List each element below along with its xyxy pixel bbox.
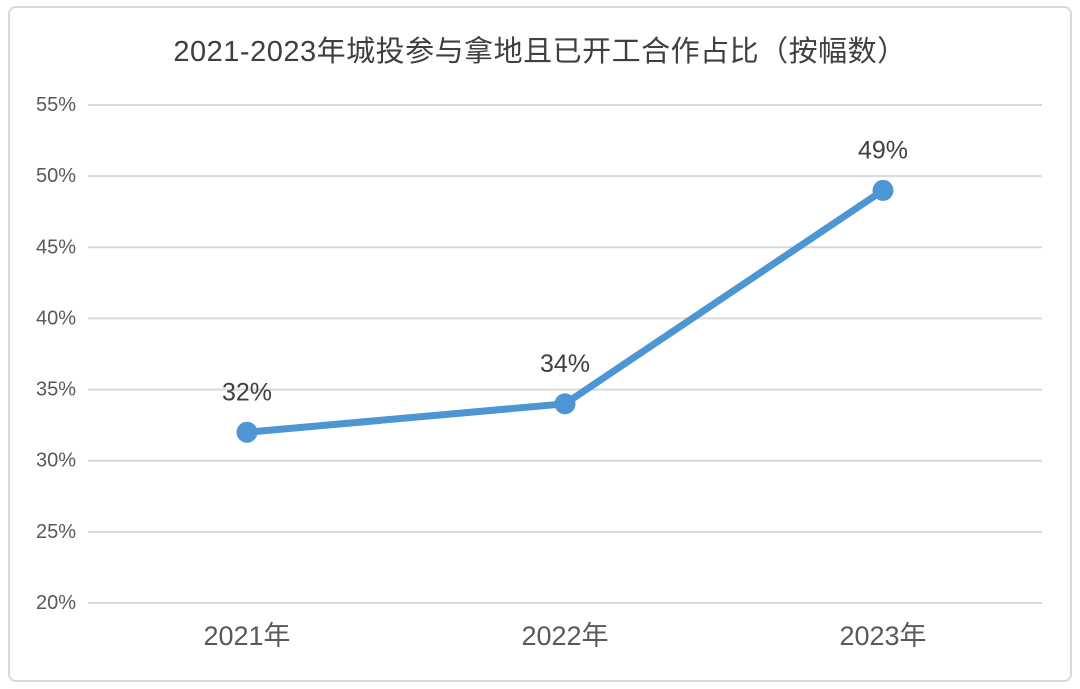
x-axis-tick-label: 2023年 xyxy=(839,621,926,651)
data-point-marker xyxy=(872,179,894,201)
data-point-label: 32% xyxy=(222,378,272,406)
data-point-label: 34% xyxy=(540,350,590,378)
x-axis-tick-label: 2021年 xyxy=(203,621,290,651)
chart-card xyxy=(8,6,1072,682)
chart-title: 2021-2023年城投参与拿地且已开工合作占比（按幅数） xyxy=(173,36,907,68)
y-axis-tick-label: 55% xyxy=(36,94,76,116)
data-point-label: 49% xyxy=(858,136,908,164)
y-axis-tick-label: 20% xyxy=(36,592,76,614)
y-axis-tick-label: 40% xyxy=(36,307,76,329)
data-point-marker xyxy=(236,421,258,443)
y-axis-tick-label: 35% xyxy=(36,379,76,401)
y-axis-tick-label: 50% xyxy=(36,165,76,187)
data-point-marker xyxy=(554,393,576,415)
x-axis-tick-label: 2022年 xyxy=(521,621,608,651)
y-axis-tick-label: 25% xyxy=(36,521,76,543)
y-axis-tick-label: 45% xyxy=(36,236,76,258)
y-axis-tick-label: 30% xyxy=(36,450,76,472)
